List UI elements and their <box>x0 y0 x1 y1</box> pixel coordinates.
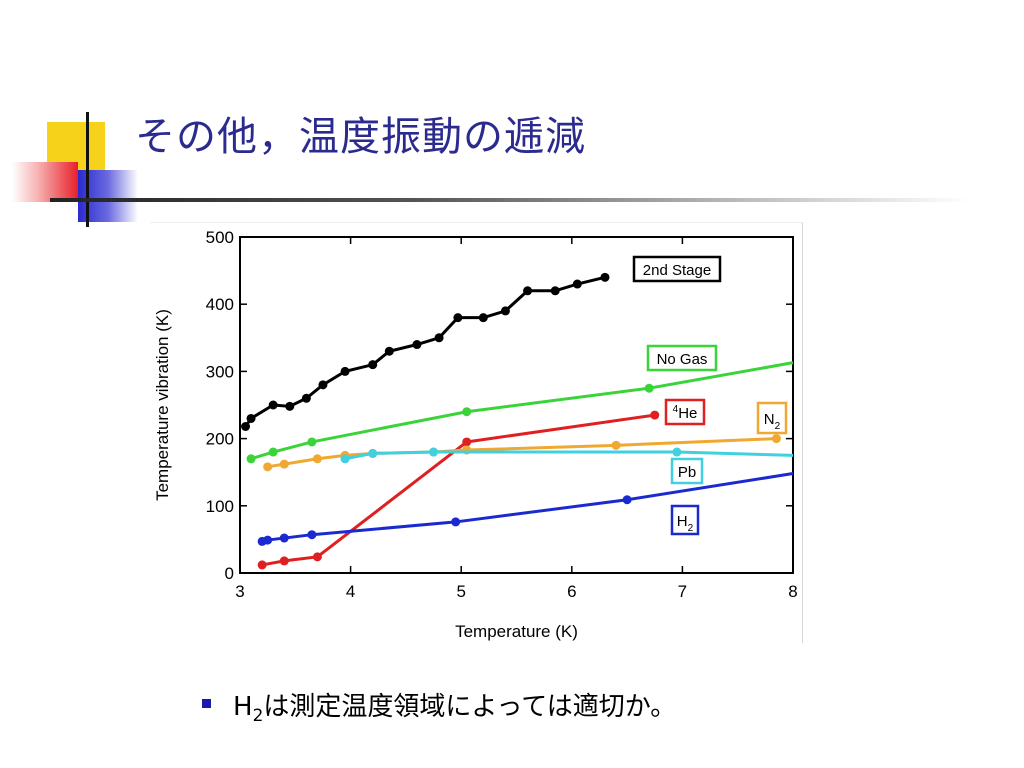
legend-box <box>756 401 788 435</box>
data-point <box>600 272 610 282</box>
bullet-text-subscript: 2 <box>252 705 264 726</box>
data-point <box>453 313 463 323</box>
y-tick-label: 300 <box>206 362 234 381</box>
series-line <box>261 413 655 567</box>
legend-label-sub: 2 <box>688 523 694 534</box>
legend-label-sup: 4 <box>673 404 679 415</box>
data-point <box>268 400 278 410</box>
data-point <box>368 448 378 458</box>
x-tick-label: 6 <box>567 582 576 601</box>
data-point <box>611 440 621 450</box>
data-point <box>279 533 289 543</box>
legend-label: N2 <box>764 411 781 432</box>
data-point <box>550 286 560 296</box>
data-point <box>523 286 533 296</box>
legend-label: H2 <box>677 513 694 534</box>
data-point <box>263 462 273 472</box>
y-tick-label: 200 <box>206 430 234 449</box>
plot-frame <box>239 236 794 574</box>
data-point <box>340 366 350 376</box>
deco-red-square <box>12 162 78 202</box>
legend-box <box>646 344 718 372</box>
legend-label-main: He <box>678 405 697 422</box>
data-point <box>279 459 289 469</box>
data-point <box>462 437 472 447</box>
data-point <box>312 454 322 464</box>
data-point <box>263 535 273 545</box>
data-point <box>285 401 295 411</box>
data-point <box>368 360 378 370</box>
data-point <box>312 552 322 562</box>
legend-label-main: H <box>677 513 688 530</box>
legend-label: No Gas <box>657 351 708 368</box>
title-divider <box>50 198 970 202</box>
data-point <box>241 422 251 432</box>
data-point <box>434 333 444 343</box>
data-point <box>644 383 654 393</box>
x-tick-label: 5 <box>456 582 465 601</box>
data-point <box>572 279 582 289</box>
x-tick-label: 4 <box>346 582 355 601</box>
legend-box <box>664 398 706 426</box>
y-tick-label: 0 <box>225 564 234 583</box>
y-tick-label: 400 <box>206 295 234 314</box>
data-point <box>307 530 317 540</box>
x-tick-label: 3 <box>235 582 244 601</box>
y-tick-label: 100 <box>206 497 234 516</box>
chart: 3 4 5 6 7 8 0 100 200 300 400 500 Temperature (K) Tem… <box>153 228 798 641</box>
data-point <box>451 517 461 527</box>
legend-box <box>670 504 700 536</box>
data-point <box>307 437 317 447</box>
bullet-marker <box>202 699 211 708</box>
x-tick-label: 8 <box>788 582 797 601</box>
data-point <box>462 407 472 417</box>
data-point <box>279 556 289 566</box>
data-point <box>246 413 256 423</box>
data-point <box>672 447 682 457</box>
legend-label: 2nd Stage <box>643 262 711 279</box>
deco-vertical-line <box>86 112 89 227</box>
legend-label: 4He <box>673 404 698 422</box>
x-tick-label: 7 <box>678 582 687 601</box>
data-point <box>478 313 488 323</box>
legend-box <box>632 255 722 283</box>
series-line <box>261 472 794 543</box>
data-point <box>301 393 311 403</box>
bullet-text-prefix: H <box>233 692 253 722</box>
data-point <box>429 447 439 457</box>
data-point <box>412 340 422 350</box>
x-axis-label: Temperature (K) <box>455 622 578 641</box>
legend-label-sub: 2 <box>775 421 781 432</box>
bullet-text-suffix: は測定温度領域によっては適切か。 <box>263 692 677 722</box>
data-point <box>384 346 394 356</box>
legend-box <box>670 457 704 485</box>
data-point <box>340 454 350 464</box>
series-line <box>250 361 794 461</box>
data-point <box>257 560 267 570</box>
data-point <box>268 447 278 457</box>
slide-title: その他，温度振動の逓減 <box>135 114 586 160</box>
data-point <box>246 454 256 464</box>
bullet-item: H2は測定温度領域によっては適切か。 <box>202 686 676 725</box>
data-point <box>318 380 328 390</box>
legend-label: Pb <box>678 464 696 481</box>
data-point <box>500 306 510 316</box>
chart-frame: 3 4 5 6 7 8 0 100 200 300 400 500 Temperature (K) Tem… <box>150 222 803 643</box>
y-axis-label: Temperature vibration (K) <box>153 309 172 501</box>
data-point <box>650 410 660 420</box>
data-point <box>771 434 781 444</box>
y-tick-label: 500 <box>206 228 234 247</box>
data-point <box>622 495 632 505</box>
legend-label-main: N <box>764 411 775 428</box>
series-line <box>244 275 606 428</box>
series-line <box>344 450 794 461</box>
